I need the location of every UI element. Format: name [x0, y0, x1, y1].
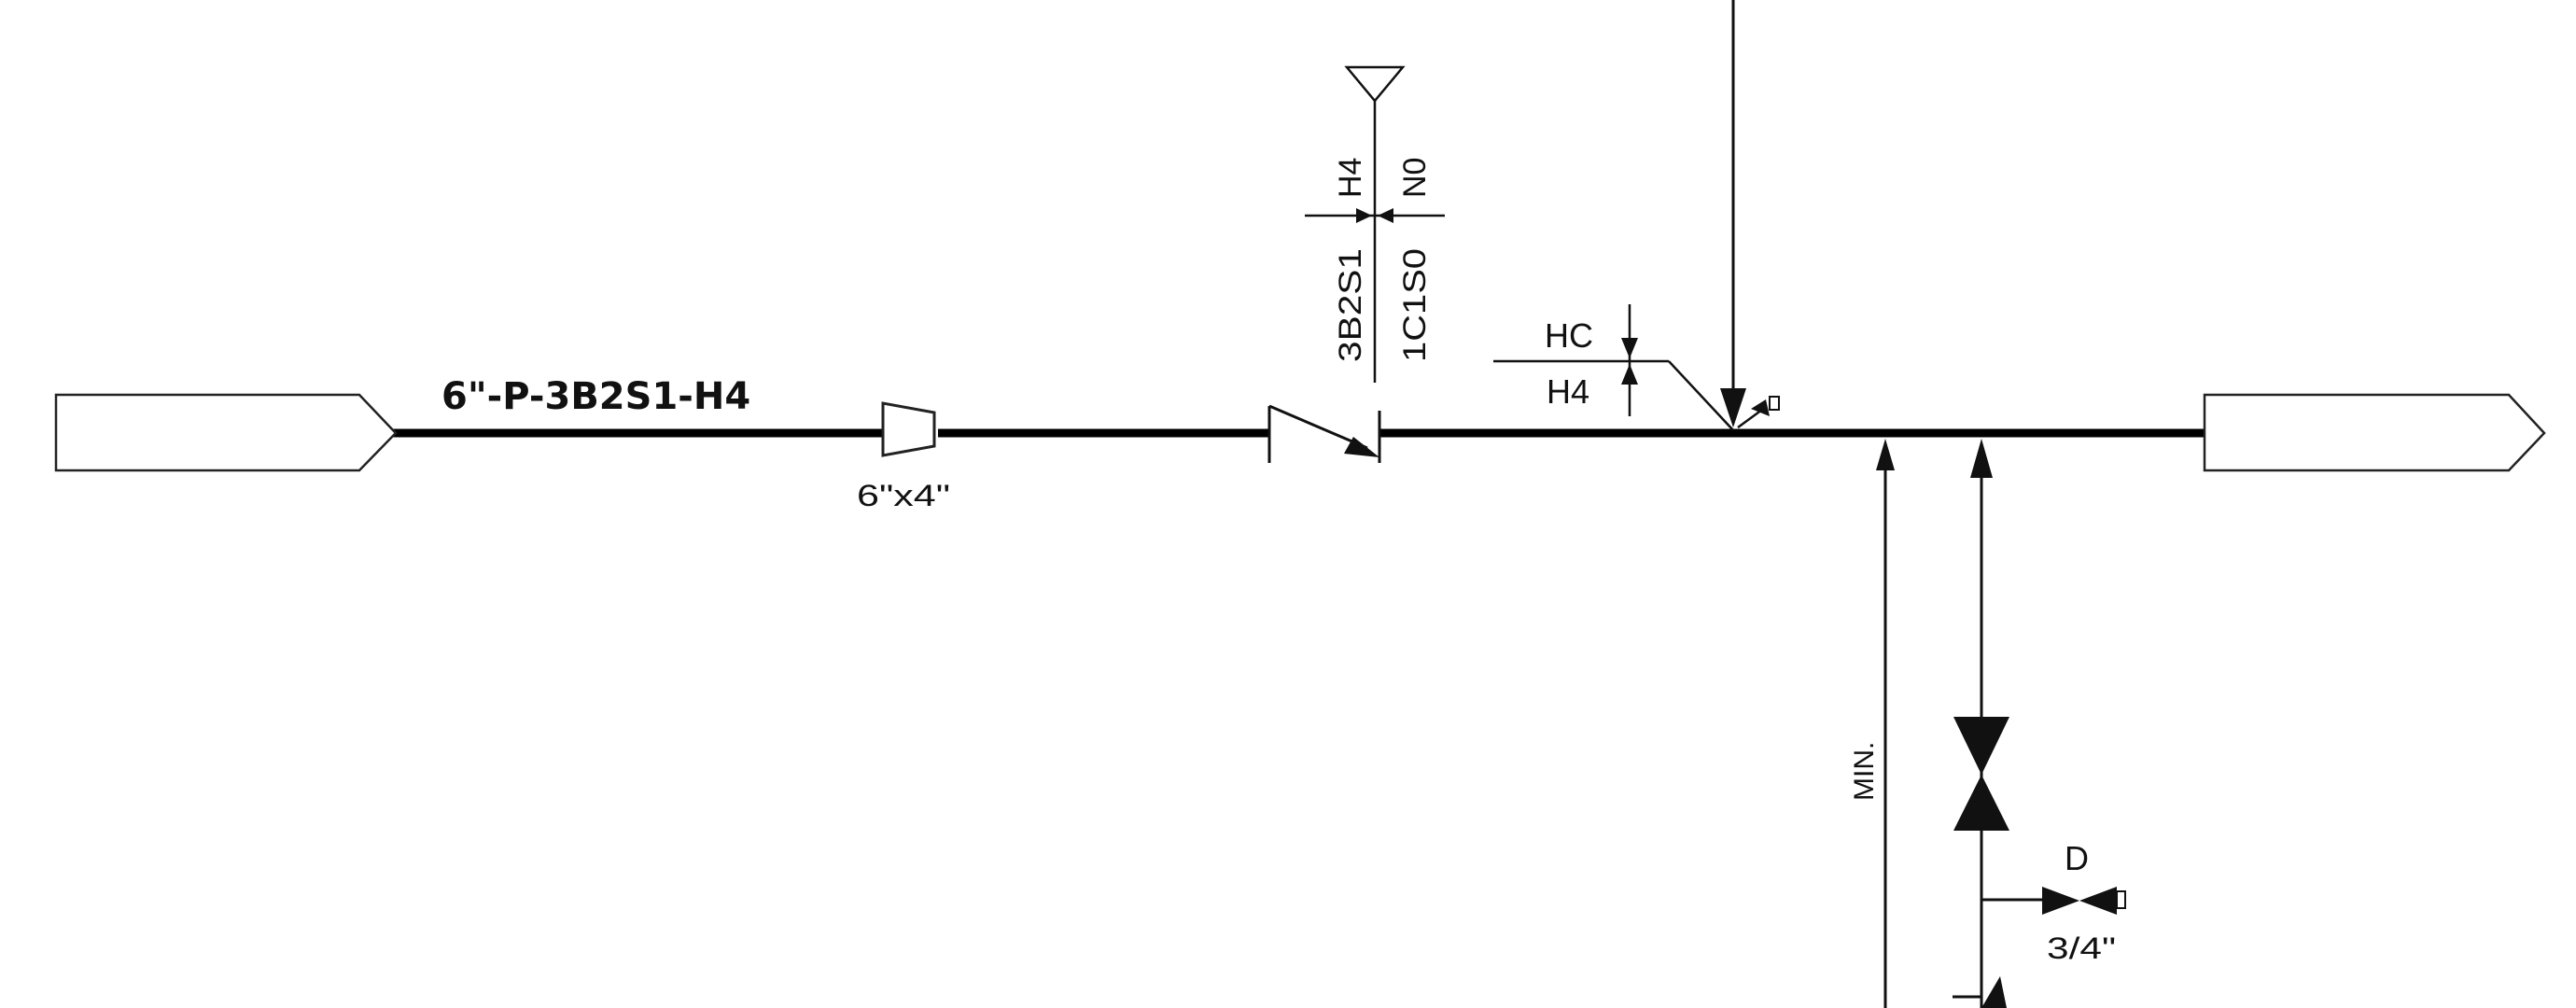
insulation-change: HC H4: [1493, 304, 1734, 431]
branch-line-1: MIN.: [1849, 439, 1895, 1008]
arrow-up-icon: [1621, 364, 1638, 385]
branch-arrow-up-icon: [1876, 439, 1895, 470]
insulation-upper-label: HC: [1545, 316, 1593, 355]
off-page-connector-right[interactable]: [2203, 393, 2546, 472]
spec-break-bottom-left: 3B2S1: [1333, 248, 1368, 362]
off-page-connector-left[interactable]: [54, 393, 398, 472]
spec-break-top-right: N0: [1397, 158, 1433, 198]
spec-break-top-left: H4: [1333, 158, 1368, 198]
insulation-lower-label: H4: [1547, 372, 1589, 411]
reducer-icon[interactable]: [881, 401, 936, 457]
reducer-size-label: 6"x4": [857, 479, 950, 512]
arrow-right-icon: [1356, 208, 1372, 223]
line-number-label: 6"-P-3B2S1-H4: [441, 375, 750, 418]
drain-size-label: 3/4": [2047, 931, 2116, 965]
gate-valve-icon[interactable]: [1953, 717, 2009, 831]
spec-break: H4 N0 3B2S1 1C1S0: [1305, 65, 1445, 383]
drain-valve-icon[interactable]: [2042, 887, 2126, 915]
incoming-line-top: [1720, 0, 1746, 427]
arrow-left-icon: [1378, 208, 1393, 223]
drain-tag-label: D: [2065, 839, 2089, 877]
spec-break-flag-icon: [1344, 65, 1406, 103]
branch-note-label: MIN.: [1849, 742, 1880, 801]
spec-break-bottom-right: 1C1S0: [1397, 248, 1433, 362]
check-valve-icon[interactable]: [1267, 404, 1381, 463]
branch-arrow-up-icon: [1970, 439, 1993, 478]
partial-valve-icon[interactable]: [1953, 976, 2007, 1008]
vent-valve-icon[interactable]: [1737, 396, 1780, 429]
flow-arrow-down-icon: [1720, 388, 1746, 427]
arrow-down-icon: [1621, 338, 1638, 358]
